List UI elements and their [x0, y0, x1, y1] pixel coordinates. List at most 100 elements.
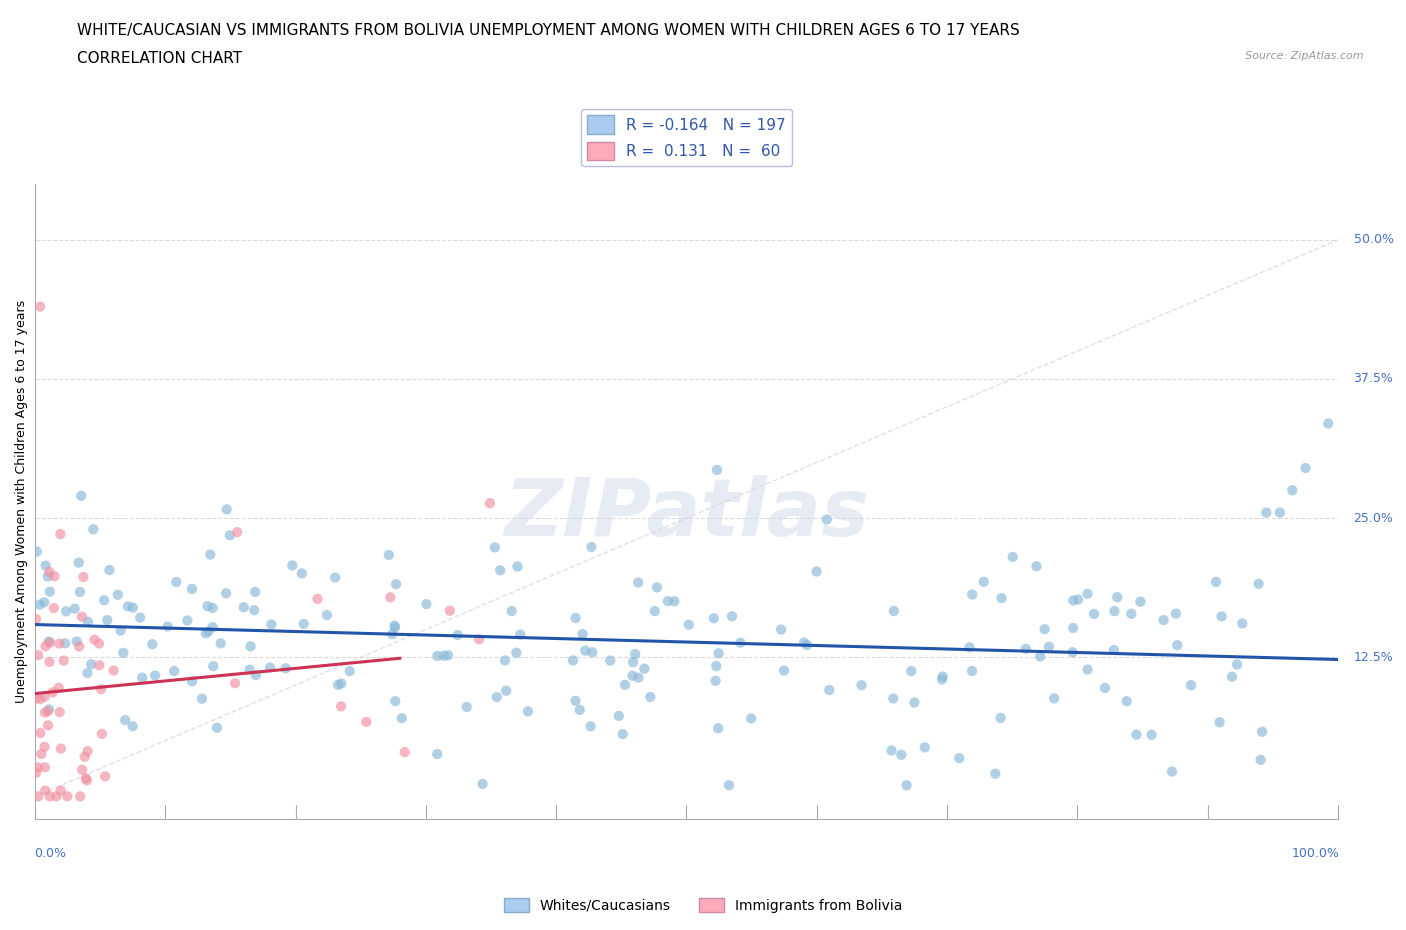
Point — [1104, 604, 1126, 618]
Point — [197, 599, 219, 614]
Point — [112, 645, 135, 660]
Point — [200, 547, 222, 562]
Point — [53, 636, 76, 651]
Point — [326, 677, 349, 692]
Point — [990, 591, 1012, 605]
Point — [89, 658, 111, 672]
Point — [456, 699, 478, 714]
Point — [218, 528, 240, 543]
Point — [704, 658, 727, 673]
Point — [644, 604, 666, 618]
Point — [381, 627, 404, 642]
Point — [41, 684, 63, 699]
Point — [581, 644, 603, 659]
Point — [215, 502, 238, 517]
Point — [1043, 691, 1066, 706]
Point — [1268, 505, 1291, 520]
Point — [579, 719, 602, 734]
Point — [30, 747, 52, 762]
Point — [633, 661, 655, 676]
Point — [38, 634, 60, 649]
Point — [1247, 577, 1270, 591]
Point — [1232, 616, 1254, 631]
Point — [141, 637, 163, 652]
Point — [770, 622, 793, 637]
Point — [489, 563, 512, 578]
Point — [1062, 644, 1084, 659]
Point — [165, 575, 187, 590]
Point — [1029, 649, 1052, 664]
Point — [730, 635, 752, 650]
Point — [63, 601, 86, 616]
Point — [38, 584, 60, 599]
Point — [1226, 657, 1249, 671]
Text: 100.0%: 100.0% — [1291, 847, 1340, 860]
Point — [39, 635, 62, 650]
Point — [25, 612, 48, 627]
Point — [621, 669, 644, 684]
Point — [90, 682, 112, 697]
Point — [38, 702, 60, 717]
Point — [38, 565, 60, 579]
Point — [1317, 416, 1340, 431]
Point — [117, 599, 139, 614]
Text: Source: ZipAtlas.com: Source: ZipAtlas.com — [1246, 51, 1364, 61]
Point — [25, 691, 48, 706]
Point — [107, 588, 129, 603]
Point — [25, 544, 48, 559]
Point — [960, 587, 983, 602]
Point — [717, 777, 740, 792]
Point — [67, 639, 90, 654]
Point — [37, 704, 59, 719]
Point — [34, 739, 56, 754]
Point — [121, 719, 143, 734]
Point — [415, 597, 437, 612]
Point — [224, 676, 246, 691]
Point — [704, 673, 727, 688]
Point — [426, 648, 449, 663]
Point — [49, 526, 72, 541]
Point — [209, 636, 232, 651]
Point — [1208, 715, 1230, 730]
Point — [205, 721, 228, 736]
Y-axis label: Unemployment Among Women with Children Ages 6 to 17 years: Unemployment Among Women with Children A… — [15, 299, 28, 703]
Point — [391, 711, 413, 725]
Point — [1121, 606, 1143, 621]
Point — [25, 765, 48, 780]
Point — [215, 586, 238, 601]
Point — [384, 620, 406, 635]
Point — [73, 750, 96, 764]
Point — [471, 777, 494, 791]
Point — [484, 540, 506, 555]
Point — [80, 657, 103, 671]
Point — [239, 662, 262, 677]
Point — [70, 488, 93, 503]
Point — [1250, 752, 1272, 767]
Text: CORRELATION CHART: CORRELATION CHART — [77, 51, 242, 66]
Point — [599, 653, 621, 668]
Point — [505, 645, 527, 660]
Point — [1038, 639, 1060, 654]
Point — [38, 789, 60, 804]
Point — [900, 664, 922, 679]
Point — [37, 569, 59, 584]
Point — [447, 628, 470, 643]
Point — [706, 462, 728, 477]
Point — [1205, 575, 1227, 590]
Point — [433, 648, 456, 663]
Point — [948, 751, 970, 765]
Point — [114, 712, 136, 727]
Point — [42, 601, 65, 616]
Point — [564, 611, 586, 626]
Legend: Whites/Caucasians, Immigrants from Bolivia: Whites/Caucasians, Immigrants from Boliv… — [498, 893, 908, 919]
Point — [69, 585, 91, 600]
Point — [1161, 764, 1184, 779]
Text: 50.0%: 50.0% — [1354, 233, 1393, 246]
Point — [32, 595, 55, 610]
Point — [226, 525, 249, 539]
Point — [384, 694, 406, 709]
Point — [806, 564, 828, 578]
Point — [627, 575, 650, 590]
Point — [394, 745, 416, 760]
Point — [1062, 620, 1084, 635]
